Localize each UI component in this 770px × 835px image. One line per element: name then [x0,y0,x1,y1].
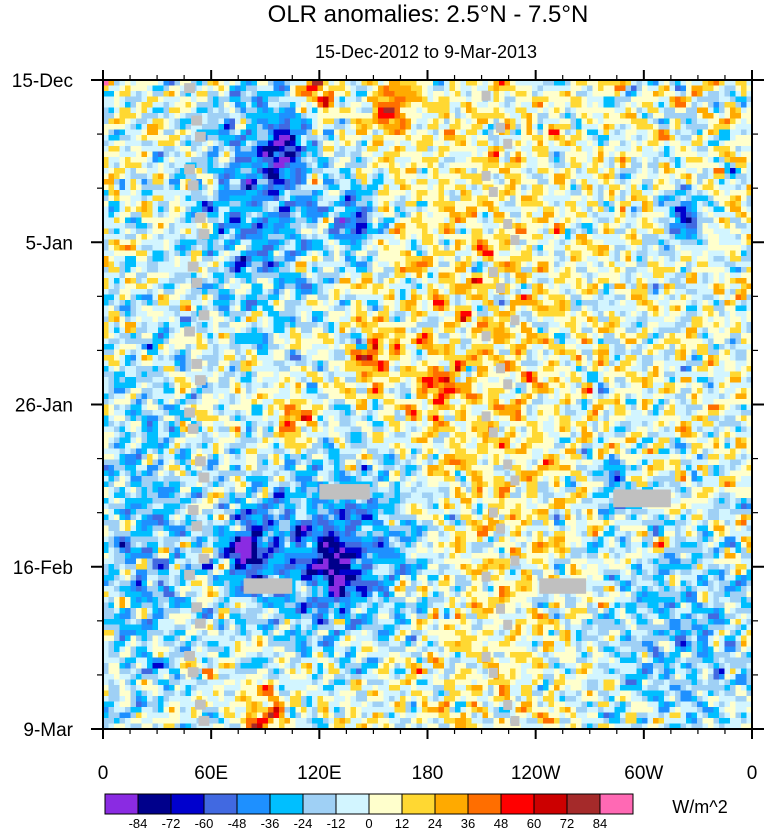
colorbar-swatch [435,794,468,814]
colorbar-swatch [171,794,204,814]
y-tick-label: 9-Mar [23,720,73,741]
colorbar-swatch [336,794,369,814]
colorbar-label: -84 [129,816,148,830]
colorbar-label: 12 [395,816,409,830]
colorbar-label: 0 [365,816,372,830]
colorbar-label: -60 [195,816,214,830]
colorbar-swatch [105,794,138,814]
chart-title: OLR anomalies: 2.5°N - 7.5°N [268,1,589,28]
colorbar-swatch [567,794,600,814]
colorbar-swatch [204,794,237,814]
colorbar-swatch [468,794,501,814]
colorbar-label: -36 [261,816,280,830]
chart-subtitle: 15-Dec-2012 to 9-Mar-2013 [315,42,537,62]
missing-box-4 [539,578,586,593]
missing-box-3 [244,578,293,593]
colorbar-swatch [237,794,270,814]
x-tick-label: 0 [98,763,109,784]
colorbar-swatch [534,794,567,814]
colorbar-label: 36 [461,816,475,830]
colorbar-label: 84 [593,816,607,830]
y-tick-label: 16-Feb [13,558,73,579]
x-tick-label: 60E [194,763,228,784]
x-tick-label: 0 [747,763,758,784]
y-tick-label: 5-Jan [25,233,73,254]
colorbar-label: 48 [494,816,508,830]
colorbar-swatch [402,794,435,814]
colorbar-swatch [303,794,336,814]
colorbar-label: 72 [560,816,574,830]
colorbar-units: W/m^2 [672,797,727,817]
y-tick-label: 15-Dec [12,71,73,92]
x-tick-label: 60W [624,763,663,784]
colorbar-swatch [270,794,303,814]
colorbar-swatch [138,794,171,814]
missing-box-5 [613,489,671,507]
x-tick-label: 180 [412,763,444,784]
colorbar-label: 24 [428,816,442,830]
colorbar-label: 60 [527,816,541,830]
colorbar-label: -48 [228,816,247,830]
y-tick-label: 26-Jan [15,396,73,417]
colorbar-swatch [369,794,402,814]
x-tick-label: 120W [511,763,561,784]
x-tick-label: 120E [297,763,341,784]
colorbar-label: -12 [327,816,346,830]
colorbar: -84 -72 -60 -48 -36 -24 -12 0 12 24 36 48 60 72 84 [105,794,633,830]
colorbar-swatch [600,794,633,814]
colorbar-label: -72 [162,816,181,830]
anomaly-field [103,80,753,730]
colorbar-swatch [501,794,534,814]
missing-box-2 [319,484,369,499]
colorbar-label: -24 [294,816,313,830]
